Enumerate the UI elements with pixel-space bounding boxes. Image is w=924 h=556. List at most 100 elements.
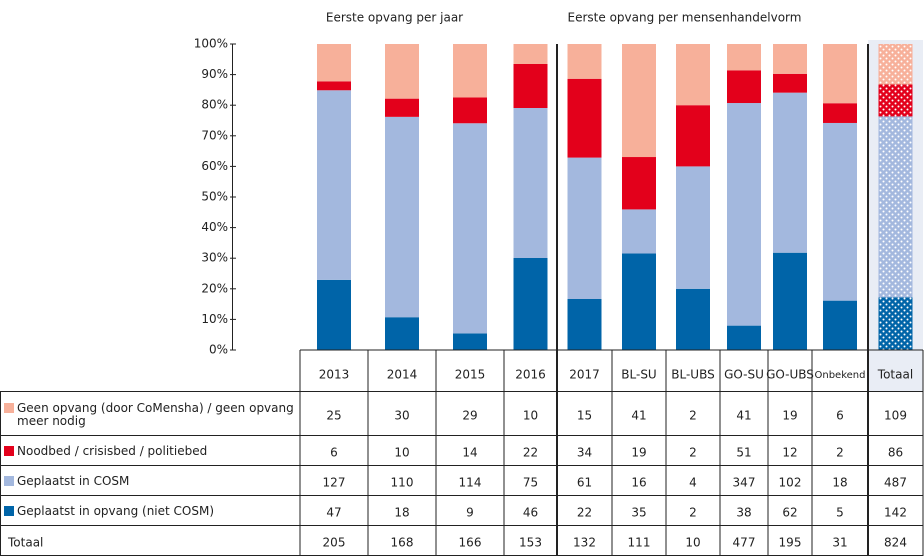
table-value: 18 [832, 476, 847, 490]
bar-segment [676, 166, 710, 289]
row-label: Noodbed / crisisbed / politiebed [17, 444, 208, 458]
x-tick-label: 2015 [455, 368, 486, 382]
bar-segment [385, 317, 419, 350]
table-value: 41 [631, 409, 646, 423]
group-title: Eerste opvang per mensenhandelvorm [568, 11, 802, 25]
bar-segment [773, 44, 807, 74]
table-value: 114 [459, 476, 482, 490]
row-label: Geplaatst in opvang (niet COSM) [17, 504, 215, 518]
bar-segment [317, 90, 351, 280]
bar-segment [385, 116, 419, 318]
row-label-box: Noodbed / crisisbed / politiebed [17, 444, 208, 458]
table-total: 205 [323, 536, 346, 550]
bar-segment [622, 209, 656, 254]
bar-segment [453, 97, 487, 124]
table-value: 51 [736, 446, 751, 460]
table-value: 347 [733, 476, 756, 490]
table-value: 22 [577, 506, 592, 520]
table-value: 19 [631, 446, 646, 460]
x-tick-label: GO-SU [724, 368, 764, 382]
y-tick-label: 10% [201, 312, 228, 326]
table-value: 110 [391, 476, 414, 490]
y-tick-label: 60% [201, 159, 228, 173]
row-label: Totaal [7, 536, 43, 550]
table-value: 14 [462, 446, 477, 460]
bar-segment [622, 157, 656, 210]
bar-segment [567, 78, 602, 158]
table-value: 5 [836, 506, 844, 520]
x-tick-label: 2013 [319, 368, 350, 382]
bar-segment [773, 92, 807, 253]
x-tick-label: Onbekend [815, 370, 866, 381]
table-value: 41 [736, 409, 751, 423]
bar-segment [878, 116, 913, 298]
table-value: 127 [323, 476, 346, 490]
table-total: 10 [685, 536, 700, 550]
table-value: 487 [884, 476, 907, 490]
table-value: 22 [523, 446, 538, 460]
bar-segment [513, 108, 548, 258]
legend-swatch [4, 506, 14, 516]
bar-segment [385, 44, 419, 99]
bar-segment [453, 123, 487, 334]
bar-segment [513, 64, 548, 108]
bar-segment [727, 44, 761, 71]
x-tick-label: 2014 [387, 368, 418, 382]
bar-segment [727, 70, 761, 104]
table-value: 62 [782, 506, 797, 520]
row-label-box: Geplaatst in opvang (niet COSM) [17, 504, 215, 518]
table-value: 15 [577, 409, 592, 423]
bar-segment [823, 103, 857, 123]
table-value: 10 [523, 409, 538, 423]
legend-swatch [4, 403, 14, 413]
bar-segment [727, 103, 761, 326]
y-tick-label: 40% [201, 220, 228, 234]
table-value: 12 [782, 446, 797, 460]
table-value: 29 [462, 409, 477, 423]
table-value: 109 [884, 409, 907, 423]
table-value: 4 [689, 476, 697, 490]
legend-swatch [4, 446, 14, 456]
table-total: 195 [779, 536, 802, 550]
bar-segment [823, 122, 857, 301]
row-label-box: Geen opvang (door CoMensha) / geen opvan… [17, 401, 294, 427]
x-tick-label: Totaal [877, 368, 913, 382]
bar-segment [513, 44, 548, 64]
table-value: 6 [330, 446, 338, 460]
y-tick-label: 0% [209, 343, 228, 357]
bar-segment [385, 98, 419, 117]
bar-segment [773, 73, 807, 93]
bar-segment [317, 81, 351, 91]
table-value: 38 [736, 506, 751, 520]
bar-segment [823, 44, 857, 104]
bar-segment [453, 44, 487, 98]
bar-segment [773, 252, 807, 350]
group-title: Eerste opvang per jaar [326, 11, 463, 25]
table-value: 102 [779, 476, 802, 490]
bar-segment [676, 288, 710, 350]
bar-segment [622, 44, 656, 158]
table-value: 30 [394, 409, 409, 423]
table-total: 31 [832, 536, 847, 550]
bar-segment [878, 297, 913, 350]
x-tick-label: GO-UBS [766, 368, 814, 382]
table-value: 2 [836, 446, 844, 460]
bar-segment [676, 105, 710, 167]
table-value: 61 [577, 476, 592, 490]
table-value: 35 [631, 506, 646, 520]
table-value: 9 [466, 506, 474, 520]
y-tick-label: 100% [194, 37, 228, 51]
bar-segment [567, 299, 602, 350]
table-total: 477 [733, 536, 756, 550]
y-tick-label: 80% [201, 98, 228, 112]
table-total: 824 [884, 536, 907, 550]
bar-segment [453, 333, 487, 350]
bar-segment [727, 325, 761, 350]
table-value: 46 [523, 506, 538, 520]
bar-segment [823, 300, 857, 350]
bar-segment [878, 84, 913, 117]
y-tick-label: 20% [201, 281, 228, 295]
table-total: 153 [519, 536, 542, 550]
x-tick-label: 2017 [569, 368, 600, 382]
